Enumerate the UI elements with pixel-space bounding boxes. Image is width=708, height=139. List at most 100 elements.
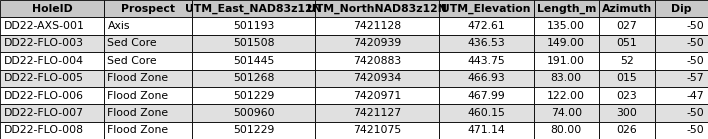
Text: 7420971: 7420971 (353, 91, 401, 100)
Text: 015: 015 (617, 73, 637, 83)
Text: Sed Core: Sed Core (108, 39, 157, 48)
Text: DD22-FLO-007: DD22-FLO-007 (4, 108, 84, 118)
Bar (534, 87, 599, 104)
Text: 027: 027 (617, 21, 637, 31)
Bar (655, 0, 708, 17)
Bar (0, 122, 104, 139)
Text: 191.00: 191.00 (547, 56, 586, 66)
Bar (599, 17, 655, 35)
Bar (104, 52, 192, 70)
Bar (104, 104, 192, 122)
Bar (438, 122, 534, 139)
Text: 501445: 501445 (233, 56, 274, 66)
Text: 7421127: 7421127 (353, 108, 401, 118)
Text: 7421128: 7421128 (353, 21, 401, 31)
Text: 026: 026 (617, 125, 637, 135)
Text: 7420934: 7420934 (353, 73, 401, 83)
Text: 436.53: 436.53 (467, 39, 505, 48)
Text: Flood Zone: Flood Zone (108, 91, 169, 100)
Bar (192, 70, 315, 87)
Text: DD22-FLO-008: DD22-FLO-008 (4, 125, 84, 135)
Text: 467.99: 467.99 (467, 91, 505, 100)
Bar (192, 122, 315, 139)
Bar (104, 70, 192, 87)
Bar (438, 104, 534, 122)
Text: Axis: Axis (108, 21, 130, 31)
Bar (599, 0, 655, 17)
Text: 466.93: 466.93 (467, 73, 505, 83)
Bar (599, 122, 655, 139)
Bar (0, 104, 104, 122)
Bar (438, 70, 534, 87)
Text: 501229: 501229 (233, 125, 274, 135)
Text: DD22-FLO-005: DD22-FLO-005 (4, 73, 84, 83)
Text: -50: -50 (687, 21, 704, 31)
Text: -47: -47 (687, 91, 704, 100)
Text: DD22-FLO-004: DD22-FLO-004 (4, 56, 84, 66)
Bar (315, 17, 438, 35)
Bar (0, 87, 104, 104)
Bar (315, 0, 438, 17)
Bar (0, 17, 104, 35)
Bar (315, 35, 438, 52)
Bar (104, 35, 192, 52)
Bar (655, 70, 708, 87)
Bar (655, 52, 708, 70)
Bar (0, 35, 104, 52)
Bar (655, 17, 708, 35)
Text: UTM_Elevation: UTM_Elevation (441, 4, 531, 14)
Text: 7420939: 7420939 (353, 39, 401, 48)
Text: DD22-AXS-001: DD22-AXS-001 (4, 21, 84, 31)
Text: 501268: 501268 (233, 73, 274, 83)
Text: HoleID: HoleID (32, 4, 72, 14)
Bar (599, 87, 655, 104)
Text: -50: -50 (687, 56, 704, 66)
Text: 501508: 501508 (233, 39, 275, 48)
Text: 7421075: 7421075 (353, 125, 401, 135)
Text: 471.14: 471.14 (467, 125, 505, 135)
Text: Length_m: Length_m (537, 4, 596, 14)
Text: Sed Core: Sed Core (108, 56, 157, 66)
Bar (315, 104, 438, 122)
Bar (192, 0, 315, 17)
Bar (655, 35, 708, 52)
Bar (104, 0, 192, 17)
Text: -50: -50 (687, 125, 704, 135)
Text: 80.00: 80.00 (551, 125, 582, 135)
Text: 501193: 501193 (233, 21, 274, 31)
Bar (315, 122, 438, 139)
Bar (192, 52, 315, 70)
Bar (438, 0, 534, 17)
Text: 051: 051 (617, 39, 637, 48)
Bar (0, 52, 104, 70)
Bar (315, 52, 438, 70)
Text: 83.00: 83.00 (551, 73, 582, 83)
Text: DD22-FLO-003: DD22-FLO-003 (4, 39, 84, 48)
Text: 122.00: 122.00 (547, 91, 586, 100)
Bar (438, 52, 534, 70)
Text: 74.00: 74.00 (551, 108, 582, 118)
Bar (438, 35, 534, 52)
Bar (104, 87, 192, 104)
Bar (534, 0, 599, 17)
Text: 135.00: 135.00 (547, 21, 586, 31)
Text: Flood Zone: Flood Zone (108, 108, 169, 118)
Bar (0, 70, 104, 87)
Bar (534, 70, 599, 87)
Text: 460.15: 460.15 (467, 108, 505, 118)
Bar (0, 0, 104, 17)
Bar (534, 52, 599, 70)
Text: Prospect: Prospect (121, 4, 175, 14)
Text: UTM_East_NAD83z12N: UTM_East_NAD83z12N (185, 4, 322, 14)
Bar (534, 122, 599, 139)
Bar (192, 104, 315, 122)
Bar (599, 70, 655, 87)
Text: -57: -57 (687, 73, 704, 83)
Text: UTM_NorthNAD83z12N: UTM_NorthNAD83z12N (307, 4, 447, 14)
Text: 52: 52 (620, 56, 634, 66)
Bar (599, 52, 655, 70)
Bar (599, 104, 655, 122)
Bar (599, 35, 655, 52)
Bar (315, 87, 438, 104)
Text: Flood Zone: Flood Zone (108, 125, 169, 135)
